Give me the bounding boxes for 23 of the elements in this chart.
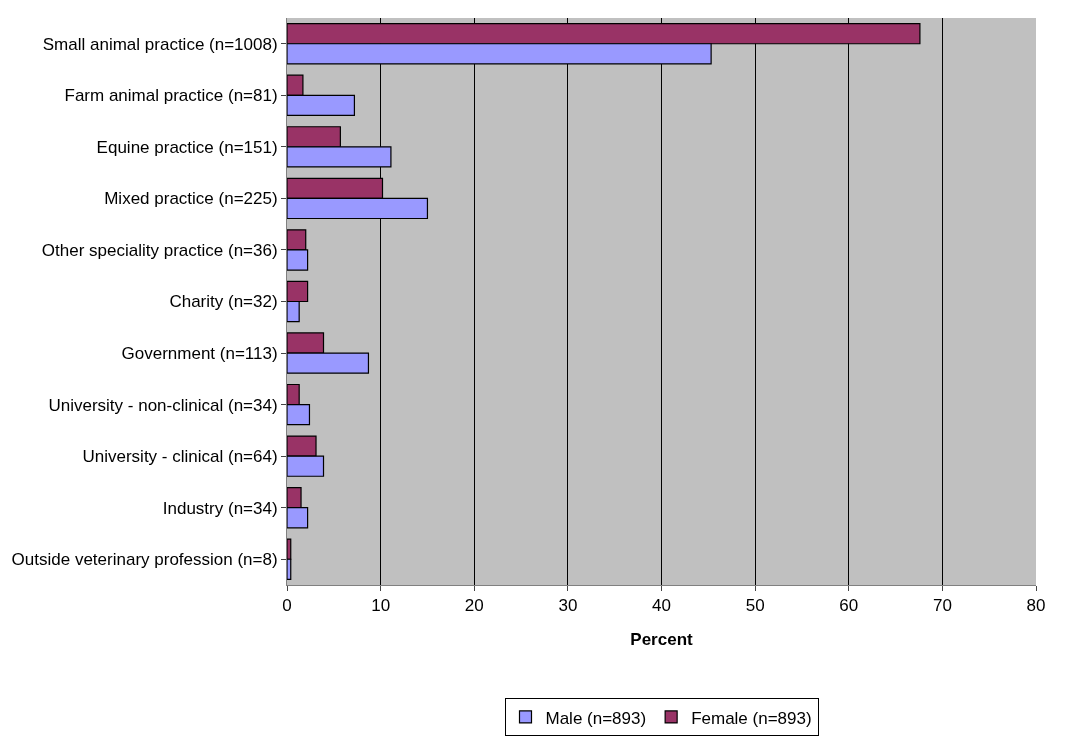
y-tick-label: Farm animal practice (n=81)	[64, 86, 278, 106]
x-tick-label: 50	[745, 596, 765, 616]
y-tick-label: Industry (n=34)	[162, 498, 278, 518]
x-tick-label: 20	[464, 596, 484, 616]
x-tick-label: 70	[932, 596, 952, 616]
y-tick-label: Charity (n=32)	[169, 292, 278, 312]
y-tick-label: Outside veterinary profession (n=8)	[11, 550, 278, 570]
x-tick-label: 30	[558, 596, 578, 616]
y-tick-label: University - clinical (n=64)	[82, 447, 278, 467]
y-tick-label: University - non-clinical (n=34)	[48, 395, 278, 415]
y-tick-label: Mixed practice (n=225)	[104, 189, 278, 209]
x-tick-label: 60	[839, 596, 859, 616]
x-axis-title: Percent	[630, 629, 694, 649]
x-tick-label: 0	[282, 596, 292, 616]
y-tick-label: Government (n=113)	[121, 344, 278, 363]
legend-label: Female (n=893)	[691, 708, 812, 728]
y-tick-label: Small animal practice (n=1008)	[42, 34, 278, 54]
x-tick-label: 10	[371, 596, 391, 616]
x-tick-label: 40	[652, 596, 671, 616]
x-tick-label: 80	[1026, 596, 1046, 616]
y-tick-label: Other speciality practice (n=36)	[41, 240, 278, 260]
y-tick-label: Equine practice (n=151)	[96, 137, 278, 157]
legend-label: Male (n=893)	[545, 708, 647, 728]
